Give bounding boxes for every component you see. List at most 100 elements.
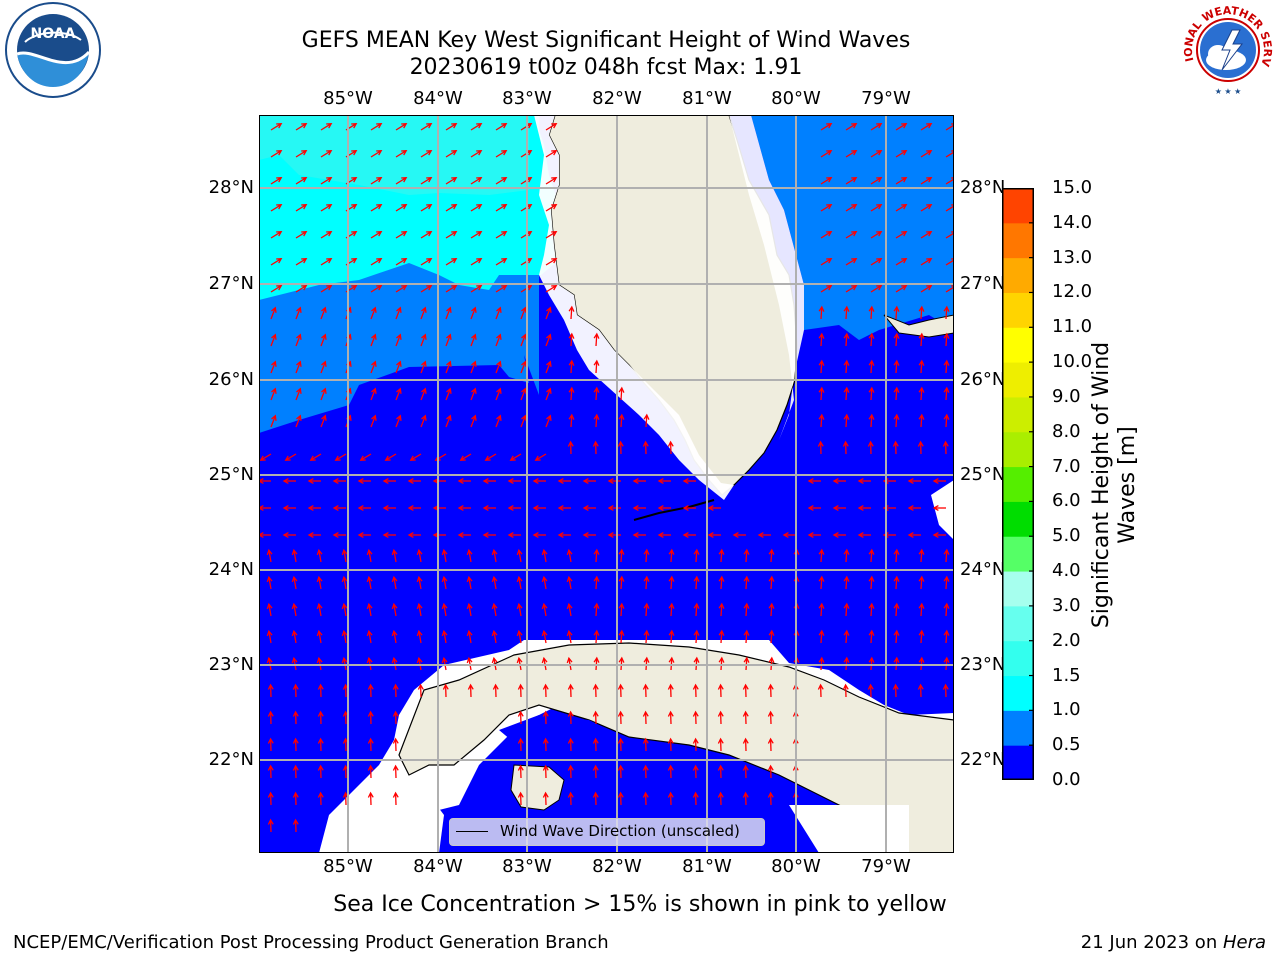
direction-arrow xyxy=(420,150,432,158)
direction-arrow-head xyxy=(551,284,558,291)
direction-arrow-head xyxy=(507,532,514,538)
direction-arrow-head xyxy=(291,548,298,556)
direction-arrow-head xyxy=(326,230,333,237)
direction-arrow-head xyxy=(668,602,675,609)
direction-arrow-head xyxy=(718,548,725,555)
direction-arrow-head xyxy=(376,149,383,156)
direction-arrow-head xyxy=(943,332,950,339)
direction-arrow-head xyxy=(832,505,839,511)
direction-arrow-head xyxy=(467,683,474,690)
direction-arrow xyxy=(270,258,282,266)
direction-arrow-head xyxy=(401,176,408,183)
direction-arrow-head xyxy=(868,332,875,339)
direction-arrow xyxy=(870,576,873,590)
direction-arrow xyxy=(745,630,748,644)
direction-arrow-head xyxy=(768,629,775,636)
direction-arrow-head xyxy=(267,764,274,771)
direction-arrow-head xyxy=(301,149,308,156)
direction-arrow-head xyxy=(532,532,539,538)
direction-arrow-head xyxy=(932,532,939,538)
direction-arrow-head xyxy=(351,149,358,156)
direction-arrow-head xyxy=(441,548,448,556)
direction-arrow-head xyxy=(501,122,508,129)
colorbar-tick-label: 1.0 xyxy=(1052,699,1081,721)
direction-arrow-head xyxy=(351,122,358,129)
direction-arrow-head xyxy=(918,332,925,339)
direction-arrow-head xyxy=(426,203,433,210)
direction-arrow xyxy=(470,388,476,401)
direction-arrow-head xyxy=(767,710,774,717)
direction-arrow-head xyxy=(618,386,625,393)
direction-arrow-head xyxy=(892,440,899,447)
direction-arrow xyxy=(295,177,307,185)
footer-date: 21 Jun 2023 on xyxy=(1080,932,1223,953)
direction-arrow-head xyxy=(321,387,327,394)
direction-arrow-head xyxy=(476,230,483,237)
direction-arrow-head xyxy=(541,656,548,664)
direction-arrow xyxy=(420,361,426,374)
direction-arrow xyxy=(945,306,948,320)
direction-arrow xyxy=(493,631,497,644)
direction-arrow xyxy=(745,576,748,590)
direction-arrow xyxy=(343,577,347,590)
direction-arrow-head xyxy=(466,575,473,583)
direction-arrow xyxy=(870,414,873,428)
direction-arrow xyxy=(620,387,623,401)
direction-arrow-head xyxy=(491,629,498,637)
direction-arrow xyxy=(595,333,598,347)
direction-arrow xyxy=(820,630,823,644)
direction-arrow xyxy=(270,334,276,347)
direction-arrow-head xyxy=(782,532,789,538)
direction-arrow-head xyxy=(767,791,774,798)
direction-arrow-head xyxy=(517,791,524,798)
direction-arrow-head xyxy=(521,360,527,367)
direction-arrow-head xyxy=(943,386,950,393)
direction-arrow xyxy=(545,388,551,401)
direction-arrow-head xyxy=(843,413,850,420)
direction-arrow-head xyxy=(951,285,954,291)
direction-arrow-head xyxy=(316,629,323,637)
direction-arrow xyxy=(320,415,326,428)
direction-arrow-head xyxy=(917,440,924,447)
direction-arrow-head xyxy=(851,257,858,264)
direction-arrow-head xyxy=(492,683,499,690)
direction-arrow xyxy=(520,415,526,428)
direction-arrow-head xyxy=(292,710,299,717)
colorbar-tick-label: 14.0 xyxy=(1052,211,1093,233)
direction-arrow-head xyxy=(593,629,600,636)
direction-arrow-head xyxy=(371,387,377,394)
direction-arrow-head xyxy=(551,122,558,129)
direction-arrow xyxy=(443,577,447,590)
direction-arrow-head xyxy=(592,764,599,771)
direction-arrow xyxy=(445,231,457,239)
latitude-label-right: 27°N xyxy=(960,273,1006,294)
direction-arrow-head xyxy=(742,683,749,690)
direction-arrow-head xyxy=(582,532,589,538)
direction-arrow xyxy=(470,415,476,428)
direction-arrow xyxy=(520,361,526,374)
direction-arrow-head xyxy=(657,532,664,538)
direction-arrow-head xyxy=(926,257,933,264)
direction-arrow-head xyxy=(817,440,824,447)
direction-arrow-head xyxy=(496,360,502,367)
longitude-label-bottom: 85°W xyxy=(323,856,373,877)
direction-arrow xyxy=(493,577,497,590)
direction-arrow xyxy=(895,258,907,266)
direction-arrow-head xyxy=(618,413,625,420)
longitude-label-top: 80°W xyxy=(771,88,821,109)
direction-arrow-head xyxy=(943,656,950,663)
direction-arrow-head xyxy=(334,455,341,461)
direction-arrow-head xyxy=(926,203,933,210)
direction-arrow xyxy=(360,453,372,461)
direction-arrow xyxy=(870,630,873,644)
direction-arrow-head xyxy=(551,257,558,264)
direction-arrow-head xyxy=(421,306,427,313)
direction-arrow xyxy=(370,177,382,185)
direction-arrow xyxy=(520,307,526,320)
direction-arrow-head xyxy=(832,532,839,538)
direction-arrow xyxy=(318,631,322,644)
direction-arrow-head xyxy=(466,602,473,610)
colorbar-segment xyxy=(1002,257,1034,293)
direction-arrow-head xyxy=(867,683,874,690)
direction-arrow-head xyxy=(482,532,489,538)
